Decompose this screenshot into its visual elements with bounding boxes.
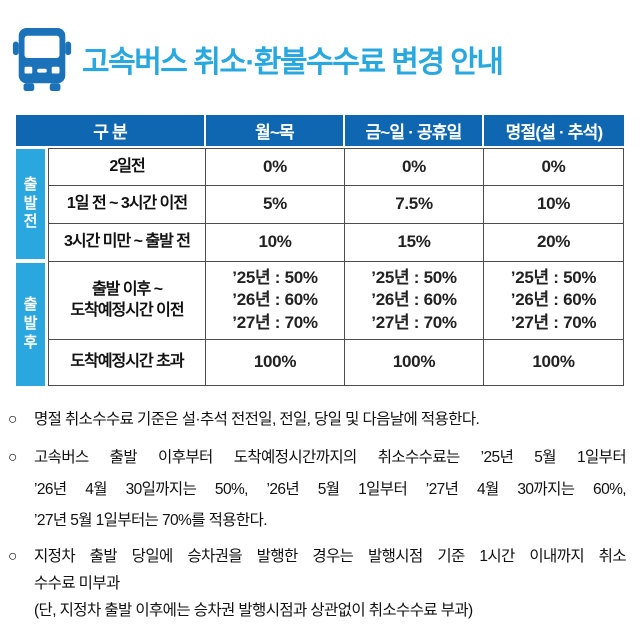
fee-cell: ’25년 : 50% ’26년 : 60% ’27년 : 70% xyxy=(206,262,345,340)
fee-table: 구 분 월~목 금~일 · 공휴일 명절(설 · 추석) 출발전 출발후 2일전… xyxy=(16,115,624,386)
page-title: 고속버스 취소·환불수수료 변경 안내 xyxy=(82,46,504,79)
note-seasonal-basis: ○ 명절 취소수수료 기준은 설·추석 전전일, 전일, 당일 및 다음날에 적… xyxy=(8,404,626,436)
fee-cell: 0% xyxy=(206,148,345,186)
row-label-cell: 출발 이후 ~ 도착예정시간 이전 xyxy=(48,262,206,340)
column-header-mon-thu: 월~목 xyxy=(206,115,345,148)
fee-cell: 5% xyxy=(206,186,345,224)
row-label-cell: 3시간 미만 ~ 출발 전 xyxy=(48,224,206,262)
group-label-before-departure: 출발전 xyxy=(16,149,45,259)
note-same-day-ticket: ○ 지정차 출발 당일에 승차권을 발행한 경우는 발행시점 기준 1시간 이내… xyxy=(8,543,627,624)
group-label-after-departure: 출발후 xyxy=(16,263,45,386)
notes-section: ○ 명절 취소수수료 기준은 설·추석 전전일, 전일, 당일 및 다음날에 적… xyxy=(8,404,627,624)
circle-bullet-icon: ○ xyxy=(8,548,17,566)
row-label-cell: 2일전 xyxy=(48,148,206,186)
fee-cell: 100% xyxy=(206,340,345,386)
fee-cell: ’25년 : 50% ’26년 : 60% ’27년 : 70% xyxy=(345,262,484,340)
row-label-cell: 도착예정시간 초과 xyxy=(48,340,206,386)
fee-cell: 15% xyxy=(345,224,484,262)
circle-bullet-icon: ○ xyxy=(8,448,17,466)
fee-cell: 7.5% xyxy=(345,186,484,224)
fee-cell: ’25년 : 50% ’26년 : 60% ’27년 : 70% xyxy=(484,262,624,340)
column-header-fri-sun-holiday: 금~일 · 공휴일 xyxy=(345,115,484,148)
row-label-cell: 1일 전 ~ 3시간 이전 xyxy=(48,186,206,224)
note-after-departure-rates: ○ 고속버스 출발 이후부터 도착예정시간까지의 취소수수료는 ’25년 5월 … xyxy=(8,442,627,537)
circle-bullet-icon: ○ xyxy=(8,411,17,428)
fee-cell: 100% xyxy=(345,340,484,386)
fee-cell: 10% xyxy=(206,224,345,262)
fee-cell: 10% xyxy=(484,186,624,224)
column-header-gubun: 구 분 xyxy=(16,115,206,148)
fee-cell: 100% xyxy=(484,340,624,386)
column-header-seasonal: 명절(설 · 추석) xyxy=(484,115,624,148)
fee-cell: 0% xyxy=(345,148,484,186)
bus-icon xyxy=(12,26,72,92)
fee-cell: 20% xyxy=(484,224,624,262)
notice-header: 고속버스 취소·환불수수료 변경 안내 xyxy=(0,0,640,92)
fee-cell: 0% xyxy=(484,148,624,186)
